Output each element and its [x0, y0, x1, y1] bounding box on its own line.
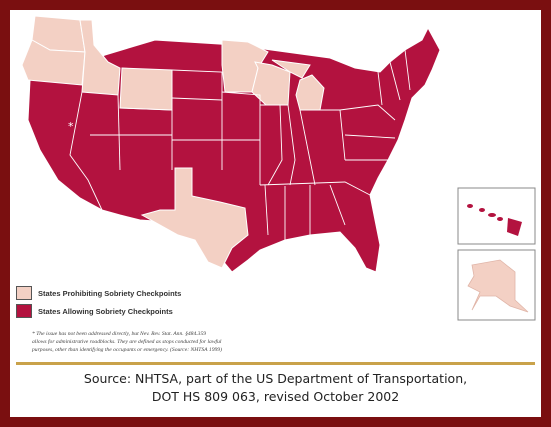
state-wyoming — [119, 67, 173, 111]
state-idaho — [79, 19, 121, 96]
source-line-2: DOT HS 809 063, revised October 2002 — [151, 389, 400, 404]
source-citation: Source: NHTSA, part of the US Department… — [10, 370, 541, 406]
source-line-1: Source: NHTSA, part of the US Department… — [83, 371, 468, 386]
legend-swatch-allowing — [16, 304, 32, 318]
footnote: * The issue has not been addressed direc… — [32, 330, 342, 354]
nevada-marker: * — [68, 120, 74, 133]
legend-item-allowing: States Allowing Sobriety Checkpoints — [16, 302, 276, 320]
footnote-line-1: * The issue has not been addressed direc… — [32, 331, 207, 337]
hawaii-islands — [467, 204, 522, 236]
state-alaska — [467, 259, 529, 313]
hawaii-inset — [457, 187, 536, 245]
state-boundaries — [69, 49, 411, 240]
legend-swatch-prohibiting — [16, 286, 32, 300]
map-panel: * States Prohibiting Sobriety Checkpoint… — [10, 10, 541, 417]
legend-label-prohibiting: States Prohibiting Sobriety Checkpoints — [38, 288, 182, 298]
footnote-line-2: allows for administrative roadblocks. Th… — [32, 339, 222, 345]
state-texas — [140, 167, 249, 269]
state-oregon — [21, 39, 86, 86]
footnote-line-3: purposes, other than identifying the occ… — [32, 347, 222, 353]
divider — [16, 362, 535, 365]
legend-label-allowing: States Allowing Sobriety Checkpoints — [38, 306, 173, 316]
map-legend: States Prohibiting Sobriety Checkpoints … — [16, 284, 276, 320]
legend-item-prohibiting: States Prohibiting Sobriety Checkpoints — [16, 284, 276, 302]
us-map: * — [21, 15, 536, 321]
